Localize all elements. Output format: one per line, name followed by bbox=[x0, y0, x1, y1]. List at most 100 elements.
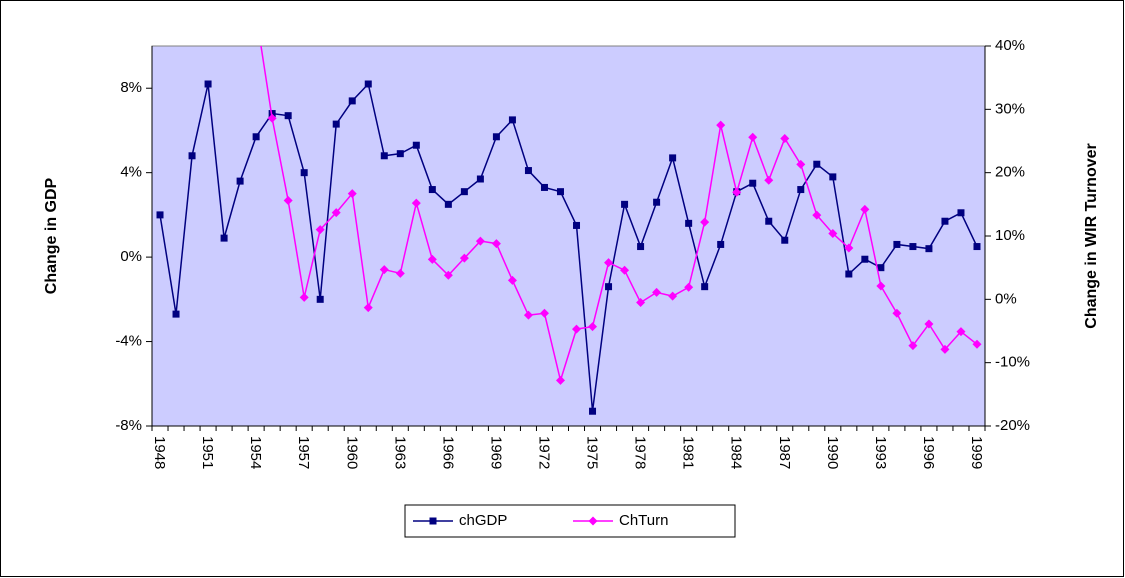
series-line bbox=[260, 46, 978, 384]
marker bbox=[637, 243, 645, 251]
marker bbox=[605, 283, 613, 291]
marker bbox=[876, 281, 886, 291]
series-layer bbox=[156, 46, 982, 415]
legend-marker bbox=[588, 516, 598, 526]
y2-tick-label: -20% bbox=[995, 417, 1030, 434]
marker bbox=[941, 217, 949, 225]
marker bbox=[300, 169, 308, 177]
marker bbox=[717, 240, 725, 248]
marker bbox=[700, 217, 710, 227]
marker bbox=[924, 319, 934, 329]
marker bbox=[716, 120, 726, 130]
marker bbox=[957, 209, 965, 217]
y2-tick-label: 30% bbox=[995, 100, 1025, 117]
marker bbox=[236, 177, 244, 185]
marker bbox=[411, 198, 421, 208]
marker bbox=[380, 152, 388, 160]
marker bbox=[749, 179, 757, 187]
marker bbox=[780, 133, 790, 143]
marker bbox=[556, 188, 564, 196]
y2-axis-title: Change in WIR Turnover bbox=[1083, 143, 1100, 328]
marker bbox=[476, 175, 484, 183]
x-tick-label: 1969 bbox=[487, 436, 504, 469]
marker bbox=[475, 236, 485, 246]
marker bbox=[523, 310, 533, 320]
y2-tick-label: 20% bbox=[995, 164, 1025, 181]
marker bbox=[316, 295, 324, 303]
marker bbox=[621, 200, 629, 208]
marker bbox=[861, 255, 869, 263]
legend-label: ChTurn bbox=[619, 512, 668, 529]
marker bbox=[395, 268, 405, 278]
marker bbox=[684, 282, 694, 292]
marker bbox=[573, 221, 581, 229]
marker bbox=[220, 234, 228, 242]
legend-box bbox=[404, 504, 736, 538]
marker bbox=[829, 173, 837, 181]
y-tick-label: 0% bbox=[120, 248, 142, 265]
series-line bbox=[159, 82, 978, 412]
marker bbox=[363, 303, 373, 313]
y-tick-label: -4% bbox=[115, 333, 142, 350]
marker bbox=[845, 270, 853, 278]
x-tick-label: 1987 bbox=[776, 436, 793, 469]
marker bbox=[156, 211, 164, 219]
marker bbox=[828, 228, 838, 238]
x-tick-label: 1999 bbox=[968, 436, 985, 469]
marker bbox=[427, 254, 437, 264]
marker bbox=[781, 236, 789, 244]
marker bbox=[748, 132, 758, 142]
marker bbox=[812, 210, 822, 220]
marker bbox=[555, 375, 565, 385]
marker bbox=[668, 291, 678, 301]
y-tick-label: 8% bbox=[120, 79, 142, 96]
marker bbox=[284, 112, 292, 120]
marker bbox=[572, 324, 582, 334]
marker bbox=[796, 159, 806, 169]
marker bbox=[252, 133, 260, 141]
marker bbox=[685, 219, 693, 227]
marker bbox=[379, 265, 389, 275]
marker bbox=[652, 287, 662, 297]
y2-tick-label: 10% bbox=[995, 227, 1025, 244]
marker bbox=[893, 240, 901, 248]
marker bbox=[396, 150, 404, 158]
x-tick-label: 1975 bbox=[584, 436, 601, 469]
marker bbox=[765, 217, 773, 225]
marker bbox=[524, 167, 532, 175]
marker bbox=[701, 283, 709, 291]
marker bbox=[797, 186, 805, 194]
marker bbox=[283, 196, 293, 206]
marker bbox=[444, 200, 452, 208]
marker bbox=[732, 187, 742, 197]
marker bbox=[443, 270, 453, 280]
x-tick-label: 1957 bbox=[295, 436, 312, 469]
marker bbox=[604, 258, 614, 268]
marker bbox=[956, 327, 966, 337]
marker bbox=[459, 253, 469, 263]
marker bbox=[428, 186, 436, 194]
marker bbox=[412, 141, 420, 149]
marker bbox=[972, 339, 982, 349]
marker bbox=[507, 275, 517, 285]
plot-area bbox=[151, 45, 986, 427]
marker bbox=[347, 189, 357, 199]
marker bbox=[588, 322, 598, 332]
marker bbox=[188, 152, 196, 160]
marker bbox=[925, 245, 933, 253]
marker bbox=[348, 97, 356, 105]
marker bbox=[636, 298, 646, 307]
y-tick-label: -8% bbox=[115, 417, 142, 434]
marker bbox=[973, 243, 981, 251]
y2-tick-label: 40% bbox=[995, 37, 1025, 54]
marker bbox=[892, 308, 902, 318]
x-tick-label: 1984 bbox=[728, 436, 745, 469]
y2-tick-label: -10% bbox=[995, 354, 1030, 371]
x-tick-label: 1990 bbox=[824, 436, 841, 469]
marker bbox=[299, 292, 309, 302]
marker bbox=[669, 154, 677, 162]
x-tick-label: 1972 bbox=[536, 436, 553, 469]
marker bbox=[172, 310, 180, 318]
marker bbox=[332, 120, 340, 128]
y-tick-label: 4% bbox=[120, 164, 142, 181]
